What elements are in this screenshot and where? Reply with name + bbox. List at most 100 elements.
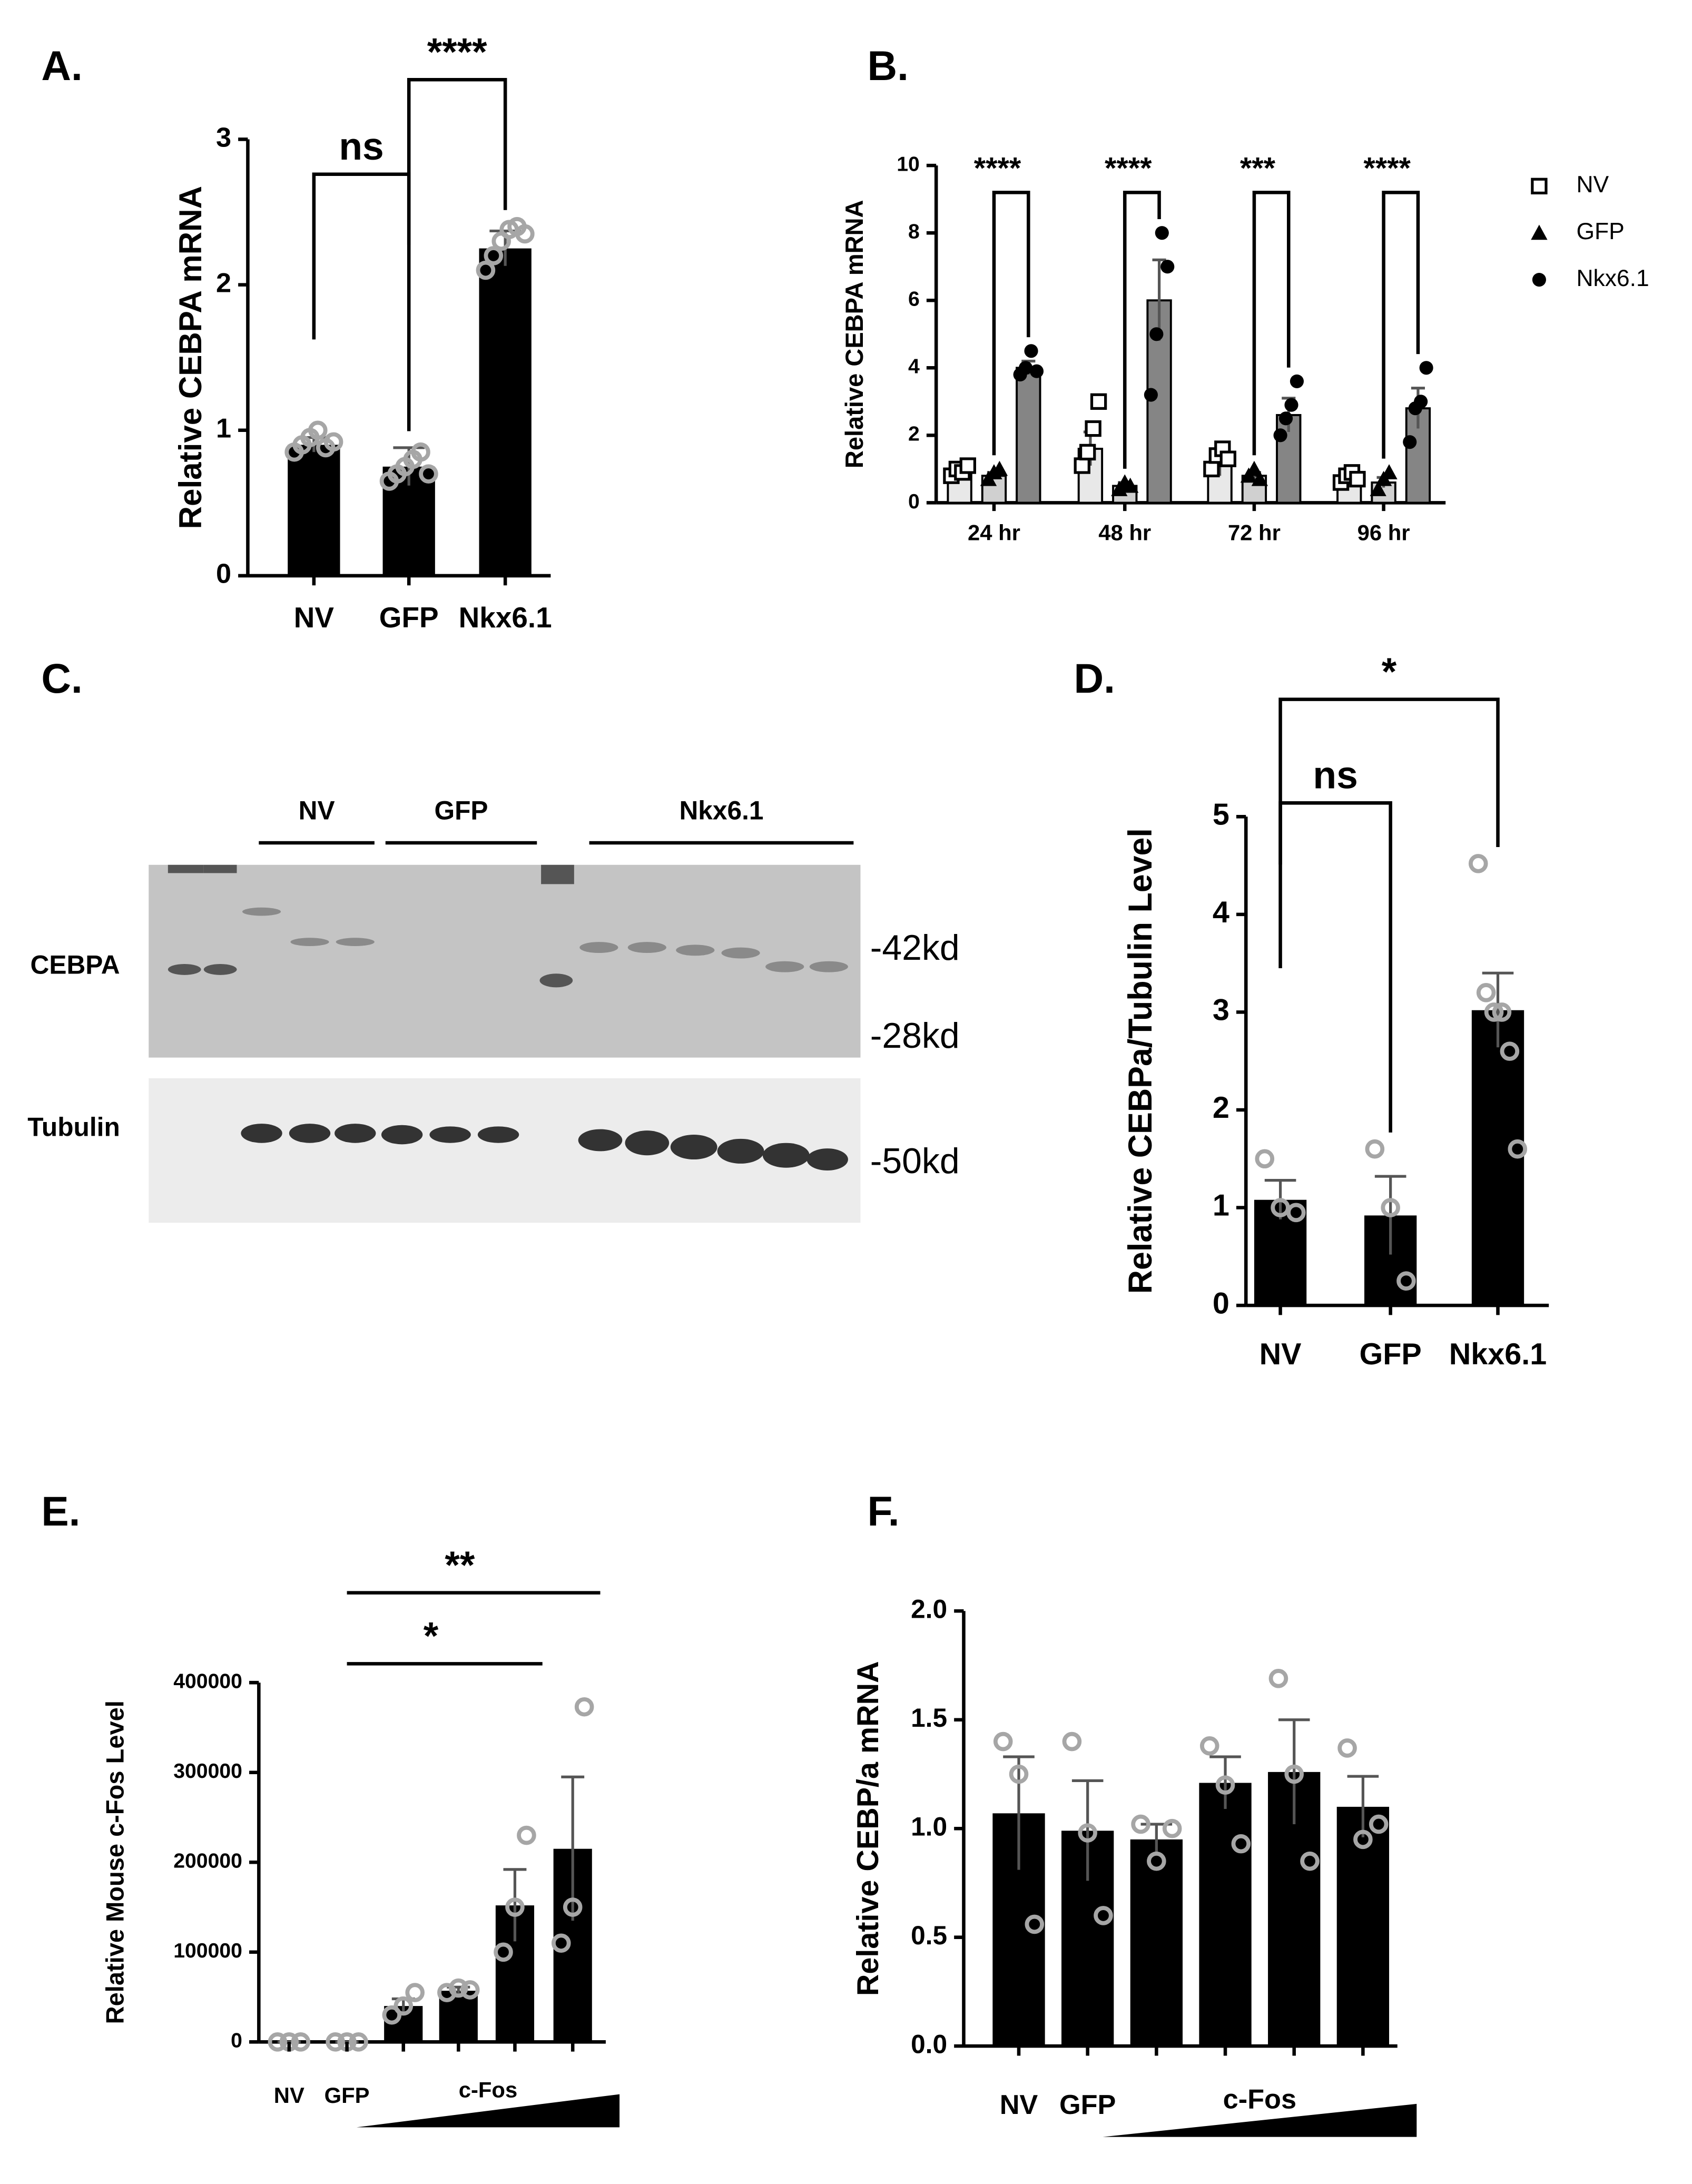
data-point — [1160, 260, 1175, 274]
panel-label: F. — [868, 1488, 900, 1534]
significance-bracket — [407, 77, 507, 245]
data-point — [1508, 1139, 1528, 1159]
data-point — [476, 260, 496, 280]
data-point — [1381, 464, 1398, 479]
data-point — [1349, 470, 1366, 488]
marker-label: -42kd — [870, 928, 960, 968]
blot-panel: C. NV GFP Nkx6.1 CEBPA Tubulin -42kd -28… — [27, 655, 960, 1223]
data-point — [1122, 477, 1139, 493]
data-point — [1278, 411, 1293, 426]
significance-label: * — [424, 1615, 439, 1658]
data-point — [505, 1897, 525, 1917]
ramp — [356, 2094, 620, 2128]
data-point — [382, 2005, 402, 2025]
bar — [1199, 1783, 1252, 2047]
lane-label: GFP — [435, 796, 488, 825]
x-tick-label: NV — [274, 2083, 304, 2108]
data-point — [1381, 1198, 1400, 1217]
significance-label: *** — [1240, 152, 1276, 185]
y-tick-label: 2 — [908, 423, 920, 446]
x-tick-label: GFP — [1059, 2090, 1116, 2120]
x-tick-label: NV — [294, 601, 335, 634]
y-tick-label: 2 — [216, 268, 231, 298]
row-label: Tubulin — [27, 1113, 120, 1142]
lane-label: Nkx6.1 — [679, 796, 763, 825]
x-tick-label: Nkx6.1 — [459, 601, 552, 634]
data-point — [1284, 398, 1298, 412]
data-point — [959, 457, 976, 474]
bar — [1130, 1839, 1183, 2047]
data-point — [517, 1825, 536, 1845]
data-point — [1300, 1851, 1320, 1871]
data-point — [1029, 364, 1044, 378]
group-label: c-Fos — [459, 2077, 517, 2102]
y-tick-label: 0.0 — [911, 2029, 947, 2059]
x-tick-label: Nkx6.1 — [1449, 1337, 1547, 1371]
significance-bracket — [312, 172, 411, 431]
data-point — [574, 1697, 594, 1717]
data-point — [1396, 1271, 1416, 1291]
data-point — [1476, 983, 1496, 1002]
blot-bands — [168, 864, 848, 988]
significance-label: ** — [445, 1543, 475, 1587]
significance-label: **** — [1105, 152, 1152, 185]
data-point — [1078, 1823, 1097, 1843]
x-tick-label: NV — [1000, 2090, 1038, 2120]
data-point — [484, 246, 504, 265]
y-tick-label: 4 — [908, 356, 920, 378]
y-tick-label: 100000 — [173, 1940, 242, 1962]
data-point — [268, 2032, 288, 2052]
x-tick-label: NV — [1260, 1337, 1302, 1371]
bar — [288, 445, 340, 576]
x-tick-label: GFP — [324, 2083, 370, 2108]
y-tick-label: 2.0 — [911, 1594, 947, 1624]
lane-label: NV — [299, 796, 335, 825]
y-tick-label: 0.5 — [911, 1921, 947, 1950]
data-point — [308, 420, 328, 440]
bar — [479, 248, 532, 576]
x-tick-label: 48 hr — [1098, 520, 1151, 545]
y-tick-label: 6 — [908, 288, 920, 311]
data-point — [1268, 1669, 1288, 1688]
data-point — [1074, 457, 1090, 474]
significance-bracket — [1252, 191, 1291, 456]
x-tick-label: GFP — [1360, 1337, 1422, 1371]
data-point — [1155, 226, 1169, 240]
data-point — [1062, 1732, 1082, 1752]
y-tick-label: 0 — [231, 2030, 242, 2052]
data-point — [563, 1897, 583, 1917]
legend-label: Nkx6.1 — [1576, 265, 1649, 291]
blot-image — [149, 864, 861, 1058]
y-tick-label: 10 — [897, 153, 920, 175]
data-point — [993, 1732, 1013, 1752]
y-tick-label: 4 — [1213, 896, 1229, 929]
significance-bracket — [1123, 191, 1161, 469]
data-point — [1532, 272, 1546, 287]
data-point — [1255, 1149, 1275, 1169]
data-point — [1419, 361, 1433, 375]
data-point — [1219, 450, 1236, 467]
data-point — [1009, 1764, 1029, 1784]
panel-label: A. — [41, 43, 82, 89]
y-tick-label: 0 — [908, 490, 920, 513]
data-point — [1215, 1775, 1235, 1795]
y-axis-label: Relative CEBPa/Tubulin Level — [1122, 828, 1159, 1294]
data-point — [1018, 361, 1033, 375]
y-axis-label: Relative Mouse c-Fos Level — [101, 1700, 129, 2024]
significance-bracket — [1382, 191, 1420, 459]
data-point — [1286, 1203, 1306, 1223]
legend-label: NV — [1576, 172, 1609, 198]
y-tick-label: 3 — [216, 122, 231, 153]
blot-bands — [241, 1124, 848, 1170]
data-point — [494, 1942, 513, 1962]
data-point — [1290, 374, 1304, 388]
y-axis-label: Relative CEBPA mRNA — [173, 186, 208, 529]
x-tick-label: 24 hr — [968, 520, 1020, 545]
data-point — [1337, 1738, 1357, 1758]
y-axis-label: Relative CEBP/a mRNA — [851, 1661, 885, 1996]
data-point — [1284, 1764, 1304, 1784]
legend-label: GFP — [1576, 219, 1624, 244]
data-point — [1162, 1818, 1182, 1838]
x-tick-label: 96 hr — [1357, 520, 1410, 545]
